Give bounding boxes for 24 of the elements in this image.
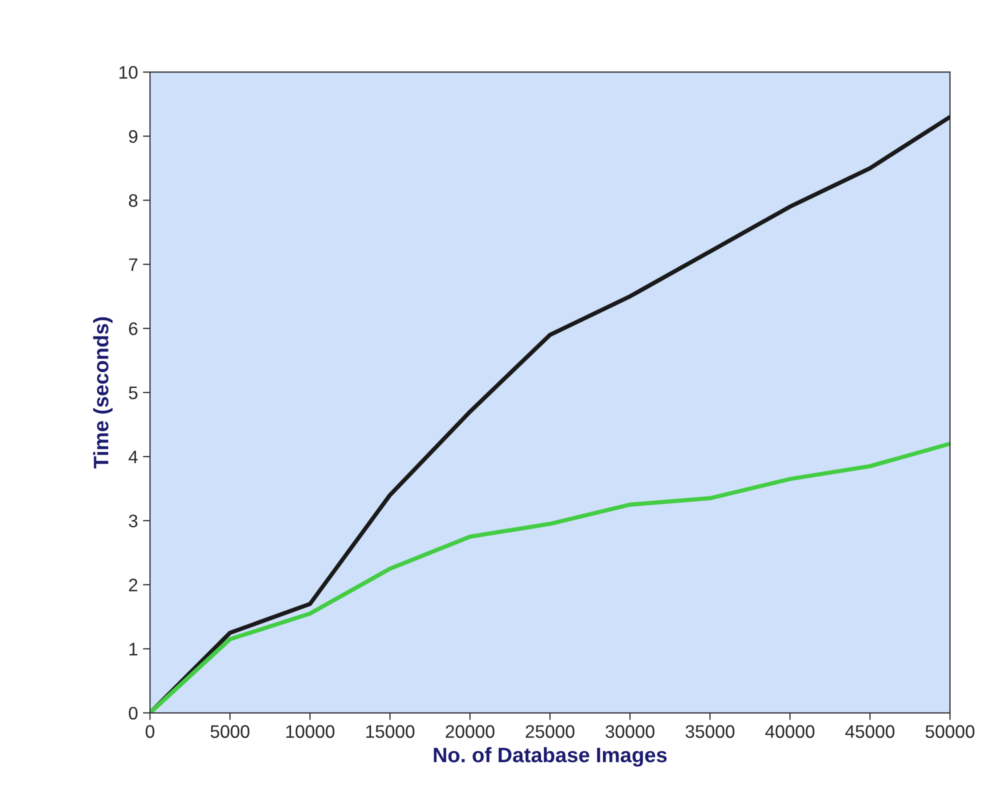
x-tick-label: 25000 — [526, 725, 574, 738]
y-tick-label: 9 — [129, 130, 138, 143]
y-tick-label: 5 — [128, 386, 138, 400]
y-tick-label: 4 — [128, 450, 138, 464]
y-tick-label: 7 — [129, 258, 138, 271]
x-tick-label: 10000 — [286, 725, 334, 738]
y-tick-label: 10 — [119, 66, 138, 79]
x-tick-label: 20000 — [446, 725, 494, 738]
y-axis-title: Time (seconds) — [93, 317, 113, 468]
y-tick-label: 6 — [129, 322, 138, 336]
x-tick-label: 0 — [146, 725, 154, 738]
x-tick-label: 45000 — [845, 725, 894, 738]
x-tick-label: 50000 — [926, 725, 974, 738]
x-tick-label: 15000 — [366, 725, 414, 738]
x-tick-label: 5000 — [210, 725, 250, 738]
x-axis-title: No. of Database Images — [434, 747, 667, 767]
x-tick-label: 40000 — [765, 725, 814, 738]
y-tick-label: 8 — [128, 194, 138, 207]
y-tick-label: 0 — [128, 706, 138, 720]
y-tick-label: 3 — [128, 514, 138, 528]
x-tick-label: 30000 — [606, 725, 654, 738]
x-tick-label: 35000 — [686, 725, 734, 738]
y-tick-label: 1 — [130, 642, 138, 656]
y-tick-label: 2 — [129, 578, 138, 592]
